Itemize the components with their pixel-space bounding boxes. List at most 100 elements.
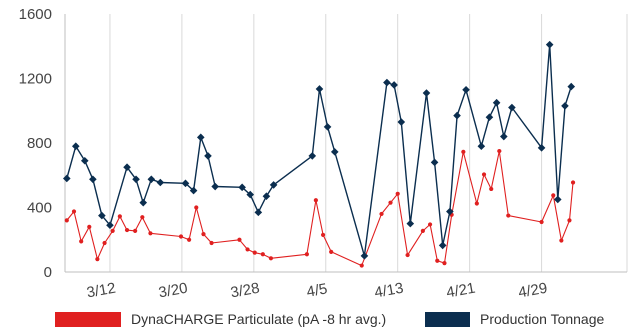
data-point — [106, 221, 114, 230]
data-point — [395, 191, 400, 196]
legend-swatch-particulate — [55, 311, 121, 327]
data-point — [446, 207, 454, 216]
data-point — [156, 178, 165, 187]
y-tick-label: 400 — [27, 200, 52, 217]
y-tick-label: 1600 — [19, 6, 52, 23]
x-tick-labels: 3/12 3/20 3/28 4/5 4/13 4/21 4/29 — [85, 280, 548, 302]
y-tick-labels: 0 400 800 1200 1600 — [19, 6, 52, 281]
legend-item-tonnage: Production Tonnage — [425, 311, 604, 327]
data-point — [427, 222, 433, 227]
data-point — [254, 208, 263, 217]
data-point — [124, 227, 130, 233]
data-point — [186, 237, 192, 242]
data-point — [330, 148, 339, 156]
data-point — [497, 148, 502, 154]
data-point — [383, 78, 391, 87]
data-point — [139, 198, 148, 207]
data-point — [477, 142, 486, 151]
data-point — [435, 258, 440, 263]
data-point — [308, 152, 317, 160]
data-point — [117, 214, 122, 219]
data-point — [379, 211, 384, 217]
data-point — [329, 249, 334, 254]
legend-item-particulate: DynaCHARGE Particulate (pA -8 hr avg.) — [55, 311, 386, 327]
data-point — [64, 218, 69, 223]
data-point — [406, 219, 415, 228]
data-point — [98, 211, 106, 220]
legend: DynaCHARGE Particulate (pA -8 hr avg.) P… — [0, 305, 636, 333]
data-point — [388, 200, 393, 205]
data-point — [95, 257, 100, 262]
data-point — [545, 40, 554, 49]
data-point — [147, 175, 156, 184]
data-point — [462, 85, 470, 94]
data-point — [102, 240, 107, 246]
data-point — [178, 234, 184, 239]
data-point — [262, 192, 271, 201]
data-point — [405, 252, 410, 258]
data-point — [508, 103, 516, 112]
x-tick-label: 3/12 — [85, 280, 117, 302]
data-point — [567, 218, 572, 223]
series-line — [66, 43, 572, 257]
data-point — [313, 198, 318, 203]
data-point — [567, 82, 576, 91]
x-tick-label: 3/28 — [229, 280, 261, 302]
data-point — [559, 238, 564, 243]
data-point — [359, 263, 364, 268]
data-point — [453, 111, 461, 120]
data-point — [570, 180, 576, 185]
data-point — [537, 144, 546, 152]
data-point — [553, 195, 562, 204]
data-point — [245, 247, 250, 252]
data-point — [89, 175, 97, 184]
data-point — [420, 228, 425, 233]
data-point — [133, 228, 138, 233]
data-point — [71, 209, 77, 214]
x-tick-label: 4/29 — [517, 280, 549, 302]
data-point — [474, 201, 479, 206]
data-point — [481, 172, 487, 177]
data-point — [211, 182, 219, 191]
data-point — [492, 98, 501, 107]
data-point — [485, 113, 494, 121]
data-point — [260, 252, 265, 257]
data-point — [148, 231, 153, 236]
data-point — [315, 85, 324, 93]
data-point — [132, 175, 140, 184]
x-tick-label: 4/5 — [305, 280, 328, 300]
data-point — [201, 232, 206, 237]
data-point — [79, 239, 84, 244]
data-point — [442, 261, 447, 266]
x-tick-label: 3/20 — [157, 280, 189, 302]
data-point — [237, 237, 242, 242]
data-point — [71, 142, 80, 151]
data-point — [539, 219, 544, 225]
data-point — [204, 152, 212, 160]
data-point — [181, 179, 190, 188]
data-point — [80, 156, 89, 165]
data-point — [269, 181, 278, 189]
data-point — [506, 213, 511, 218]
data-point — [430, 158, 439, 167]
y-tick-label: 800 — [27, 135, 52, 152]
data-point — [194, 205, 199, 210]
data-point — [360, 252, 369, 260]
data-point — [238, 183, 246, 192]
data-point — [140, 215, 145, 220]
data-point — [252, 250, 257, 255]
data-point — [123, 163, 131, 171]
series-production-tonnage — [62, 40, 576, 260]
series-dynacharge-particulate — [64, 148, 576, 268]
data-point — [87, 224, 92, 229]
data-point — [209, 240, 214, 246]
x-tick-label: 4/13 — [373, 280, 405, 302]
data-point — [422, 89, 431, 97]
data-point — [461, 149, 466, 154]
series-line — [66, 150, 574, 267]
series-layer — [62, 40, 576, 268]
y-tick-label: 0 — [44, 264, 52, 281]
grid-lines — [109, 14, 628, 272]
data-point — [196, 133, 205, 142]
